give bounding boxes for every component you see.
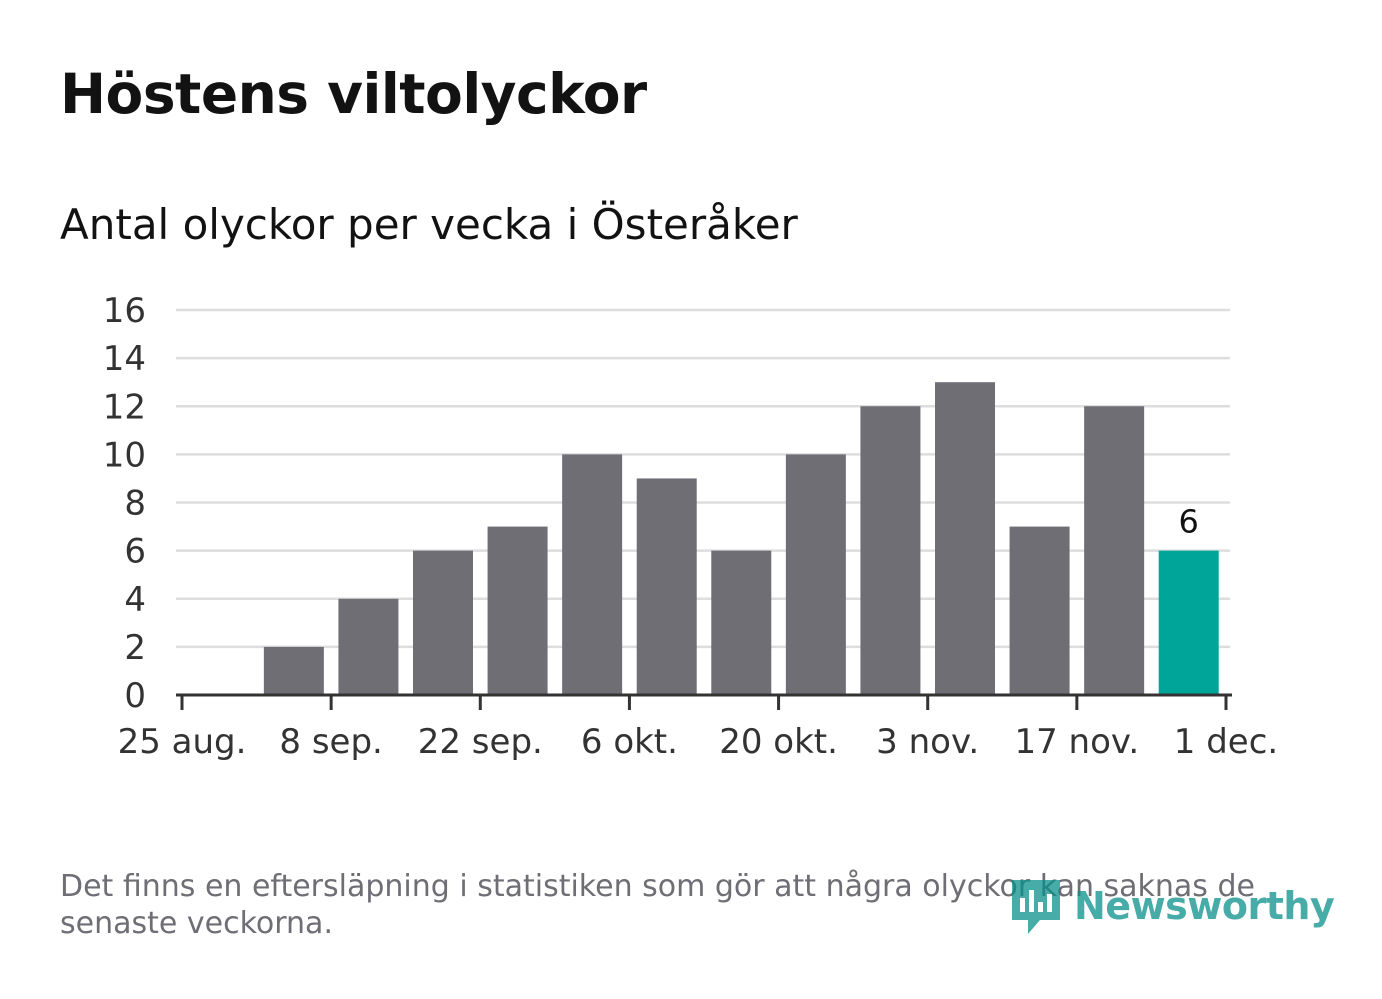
- brand-name: Newsworthy: [1074, 884, 1335, 928]
- x-tick-label: 6 okt.: [581, 722, 678, 762]
- bar: [562, 454, 623, 695]
- x-tick-label: 8 sep.: [279, 722, 382, 762]
- bar-chart: 0 2 4 6 8 10 12 14 16 6 25 aug. 8 sep. 22 sep. 6 ok…: [103, 291, 1278, 762]
- newsworthy-logo: Newsworthy: [1010, 876, 1335, 936]
- x-tick-label: 25 aug.: [118, 722, 247, 762]
- y-tick-label: 14: [103, 339, 146, 379]
- bar: [935, 382, 995, 695]
- y-tick-label: 6: [124, 532, 146, 572]
- gridlines: [176, 308, 1230, 649]
- y-tick-label: 0: [124, 676, 146, 716]
- x-tick-label: 1 dec.: [1174, 722, 1278, 762]
- bar: [1009, 526, 1070, 695]
- y-tick-label: 8: [124, 484, 146, 524]
- bars: [263, 382, 1219, 695]
- bar: [636, 478, 697, 695]
- bar-value-label: 6: [1179, 503, 1199, 541]
- x-tick-label: 22 sep.: [418, 722, 543, 762]
- bar: [785, 454, 846, 695]
- bar-labels: 6: [1176, 500, 1202, 544]
- x-tick-label: 3 nov.: [876, 722, 979, 762]
- chart-title: Höstens viltolyckor: [60, 62, 647, 126]
- chart-subtitle: Antal olyckor per vecka i Österåker: [60, 200, 798, 249]
- y-tick-label: 2: [124, 628, 146, 668]
- y-axis-ticks: 0 2 4 6 8 10 12 14 16: [103, 291, 146, 716]
- bar: [1158, 550, 1219, 695]
- x-tick-label: 17 nov.: [1014, 722, 1139, 762]
- y-tick-label: 4: [124, 580, 146, 620]
- bar: [487, 526, 548, 695]
- bar: [1084, 406, 1145, 695]
- y-tick-label: 16: [103, 291, 146, 331]
- newsworthy-logo-icon: [1012, 880, 1060, 934]
- bar: [338, 598, 399, 695]
- bar: [263, 646, 324, 695]
- bar: [860, 406, 921, 695]
- y-tick-label: 12: [103, 387, 146, 427]
- y-tick-label: 10: [103, 435, 146, 475]
- x-tick-label: 20 okt.: [719, 722, 838, 762]
- x-axis: 25 aug. 8 sep. 22 sep. 6 okt. 20 okt. 3 nov. 1…: [118, 693, 1278, 762]
- bar: [413, 550, 473, 695]
- bar: [711, 550, 772, 695]
